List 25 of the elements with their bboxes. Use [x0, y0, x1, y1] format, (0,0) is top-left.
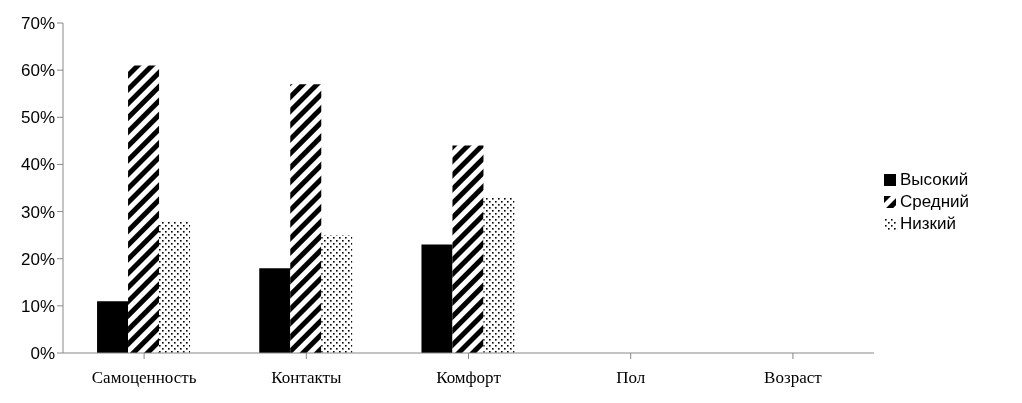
x-tick-label: Самоценность	[91, 368, 197, 388]
bar	[421, 244, 453, 353]
y-tick-label: 10%	[20, 296, 55, 316]
y-tick-label: 0%	[30, 344, 55, 364]
y-tick-label: 60%	[20, 61, 55, 81]
legend-label: Высокий	[900, 170, 969, 190]
bar	[97, 301, 129, 353]
y-tick-label: 50%	[20, 108, 55, 128]
y-tick-label: 30%	[20, 202, 55, 222]
bar	[321, 235, 353, 353]
legend-label: Средний	[900, 192, 970, 212]
legend-label: Низкий	[900, 214, 956, 234]
bar	[259, 268, 291, 353]
y-tick-label: 20%	[20, 249, 55, 269]
bar	[290, 84, 322, 353]
bar	[159, 221, 191, 353]
y-tick-label: 70%	[20, 14, 55, 34]
bar	[483, 197, 515, 353]
x-tick-label: Комфорт	[436, 368, 502, 388]
x-tick-label: Пол	[616, 368, 646, 388]
bar	[452, 145, 484, 353]
x-tick-label: Контакты	[271, 368, 342, 388]
y-tick-label: 40%	[20, 155, 55, 175]
bar	[128, 65, 160, 353]
x-tick-label: Возраст	[764, 368, 823, 388]
